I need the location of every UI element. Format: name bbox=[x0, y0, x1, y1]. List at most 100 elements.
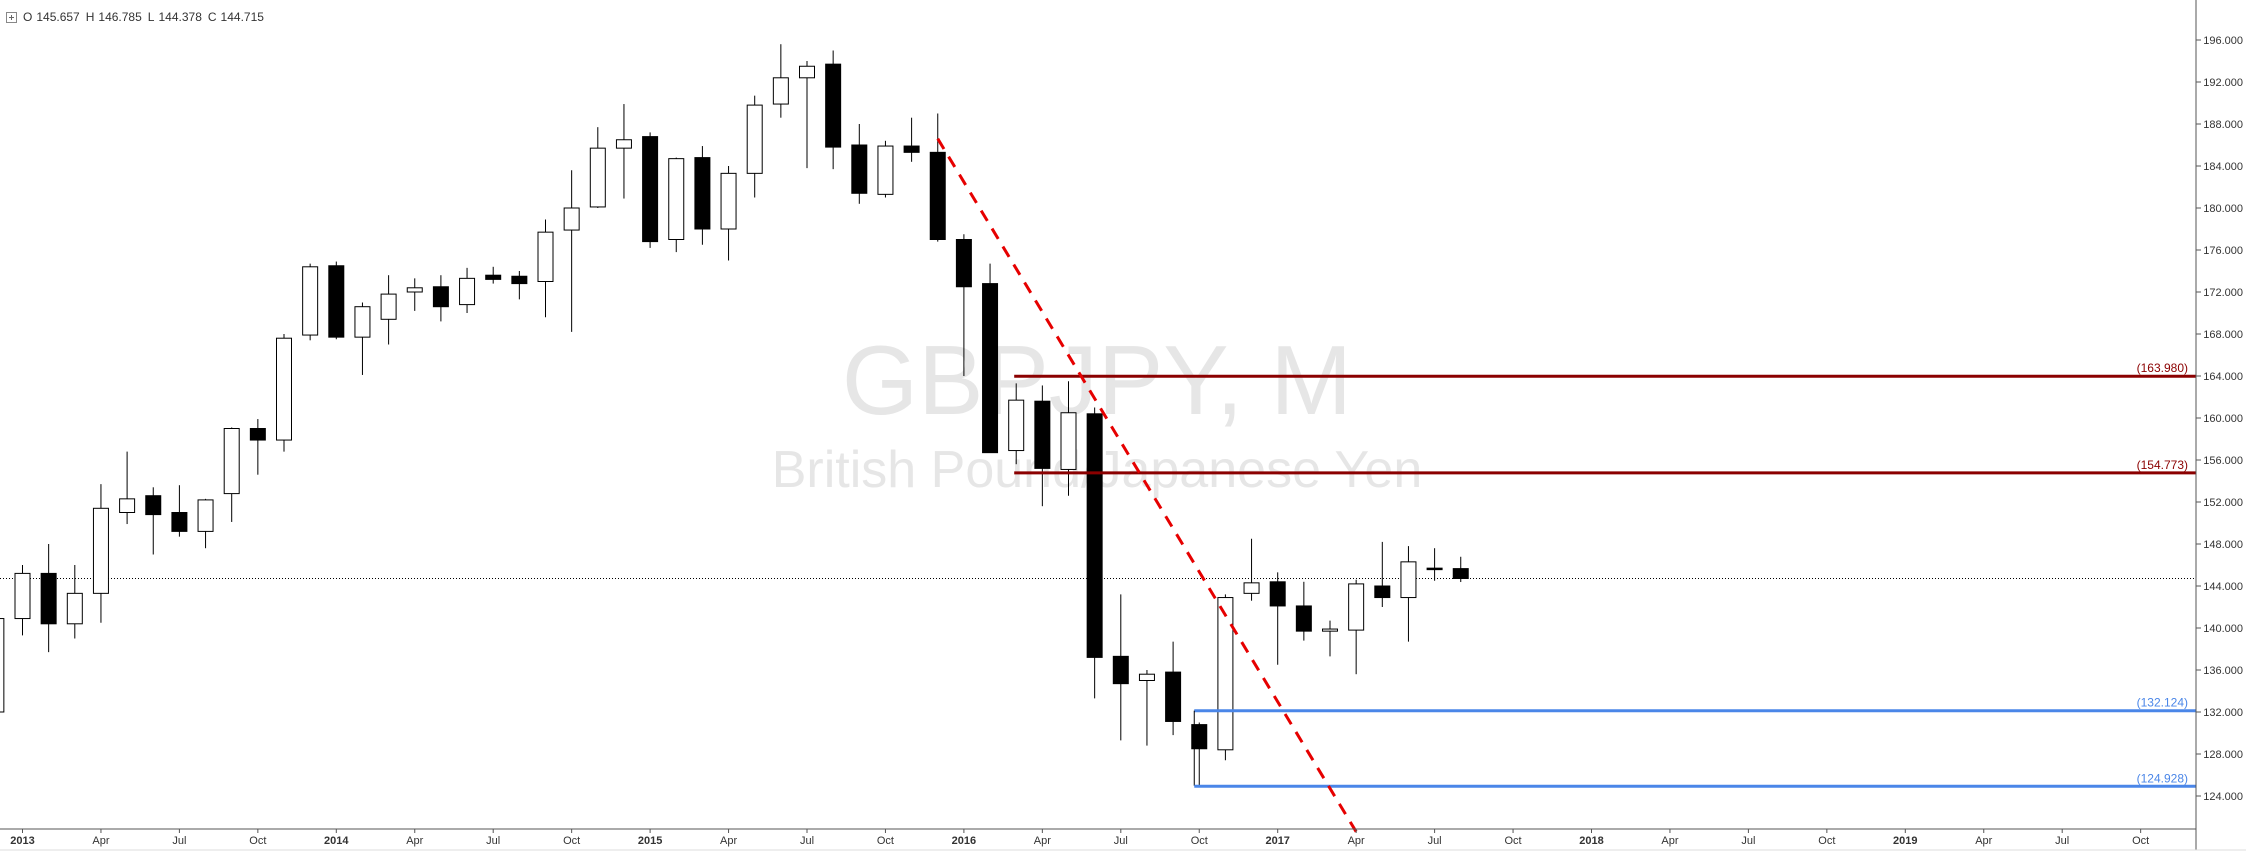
candle-body bbox=[1034, 400, 1051, 469]
candle-body bbox=[66, 592, 83, 625]
resistance-level-label: (163.980) bbox=[2137, 361, 2188, 375]
expand-legend-icon[interactable] bbox=[6, 11, 17, 23]
price-scale-background[interactable] bbox=[2196, 0, 2246, 854]
y-tick-label: 152.000 bbox=[2203, 497, 2243, 509]
y-tick-label: 160.000 bbox=[2203, 413, 2243, 425]
x-tick-label: Jul bbox=[2055, 835, 2069, 847]
candle-body bbox=[1348, 583, 1365, 631]
candle bbox=[66, 565, 83, 639]
candle-body bbox=[799, 65, 815, 79]
x-tick-label: 2016 bbox=[952, 835, 976, 847]
candle bbox=[903, 117, 920, 162]
x-tick-label: Apr bbox=[92, 835, 109, 847]
candle-body bbox=[1400, 561, 1417, 599]
candle bbox=[1191, 722, 1208, 787]
y-tick-label: 196.000 bbox=[2203, 35, 2243, 47]
candle-body bbox=[1191, 724, 1208, 750]
x-tick-label: Apr bbox=[406, 835, 423, 847]
candle bbox=[877, 140, 894, 198]
candle-body bbox=[694, 157, 711, 230]
resistance-level-label: (154.773) bbox=[2137, 458, 2188, 472]
candle-body bbox=[746, 104, 763, 174]
candle bbox=[432, 275, 449, 322]
candle-body bbox=[485, 274, 502, 280]
candle bbox=[1322, 620, 1338, 657]
y-tick-label: 188.000 bbox=[2203, 119, 2243, 131]
candle bbox=[1165, 641, 1182, 736]
x-tick-label: Apr bbox=[1034, 835, 1051, 847]
y-tick-label: 176.000 bbox=[2203, 245, 2243, 257]
y-tick-label: 124.000 bbox=[2203, 791, 2243, 803]
candle bbox=[1348, 579, 1365, 675]
candle bbox=[1243, 538, 1260, 601]
low-value: L 144.378 bbox=[147, 10, 202, 24]
candle-body bbox=[615, 139, 632, 149]
candle bbox=[668, 157, 685, 253]
candle-body bbox=[119, 498, 136, 514]
candle-body bbox=[459, 277, 476, 306]
candle-body bbox=[1060, 412, 1077, 470]
candle-body bbox=[40, 572, 57, 625]
x-tick-label: Oct bbox=[1818, 835, 1835, 847]
candle-body bbox=[1374, 585, 1391, 599]
candle-body bbox=[1165, 671, 1182, 722]
candle-body bbox=[1217, 597, 1234, 751]
ohlc-legend: O 145.657 H 146.785 L 144.378 C 144.715 bbox=[6, 10, 264, 24]
candle bbox=[851, 124, 868, 204]
candle-body bbox=[903, 145, 920, 153]
candle bbox=[589, 127, 606, 208]
candle bbox=[1400, 546, 1417, 642]
candle-body bbox=[145, 495, 162, 516]
candle bbox=[1086, 407, 1103, 699]
candle bbox=[746, 95, 763, 198]
candle bbox=[1452, 556, 1469, 583]
candle bbox=[1295, 581, 1312, 641]
candle-body bbox=[249, 428, 266, 441]
y-tick-label: 148.000 bbox=[2203, 539, 2243, 551]
trendline-group bbox=[936, 137, 1358, 833]
y-tick-label: 180.000 bbox=[2203, 203, 2243, 215]
candle bbox=[1374, 541, 1391, 607]
candle-body bbox=[14, 572, 31, 620]
y-tick-label: 144.000 bbox=[2203, 581, 2243, 593]
candle bbox=[929, 113, 946, 242]
x-tick-label: Oct bbox=[249, 835, 266, 847]
candle bbox=[955, 234, 972, 376]
x-tick-label: 2013 bbox=[10, 835, 34, 847]
candle bbox=[302, 263, 319, 341]
x-tick-label: 2014 bbox=[324, 835, 349, 847]
x-tick-label: Apr bbox=[1661, 835, 1678, 847]
candle-body bbox=[772, 77, 789, 105]
candle bbox=[119, 451, 136, 525]
x-tick-label: Jul bbox=[800, 835, 814, 847]
y-tick-label: 168.000 bbox=[2203, 329, 2243, 341]
horizontal-levels: (163.980) (154.773) (132.124) (124.928) bbox=[1014, 361, 2196, 788]
candle bbox=[40, 544, 57, 653]
high-value: H 146.785 bbox=[85, 10, 142, 24]
candle bbox=[197, 498, 214, 549]
x-tick-label: Jul bbox=[486, 835, 500, 847]
candle bbox=[1034, 385, 1051, 507]
candle bbox=[563, 170, 580, 332]
candle-body bbox=[1138, 673, 1155, 682]
candle bbox=[328, 261, 345, 340]
x-tick-labels[interactable]: 2013 Apr Jul Oct 2014 Apr Jul Oct 2015 Apr Jul Oct 2… bbox=[10, 829, 2149, 847]
candle bbox=[1112, 594, 1129, 741]
candle bbox=[982, 263, 999, 454]
y-tick-label: 136.000 bbox=[2203, 665, 2243, 677]
candle bbox=[1217, 594, 1234, 761]
x-tick-label: Oct bbox=[563, 835, 580, 847]
candle bbox=[537, 219, 554, 318]
x-tick-label: Oct bbox=[1504, 835, 1521, 847]
candle bbox=[276, 334, 292, 452]
candle-body bbox=[380, 293, 397, 320]
candle-body bbox=[877, 145, 894, 195]
y-tick-label: 172.000 bbox=[2203, 287, 2243, 299]
candle-body bbox=[1086, 413, 1103, 658]
candle bbox=[825, 50, 842, 170]
candle-body bbox=[1452, 568, 1469, 579]
x-tick-label: Jul bbox=[1114, 835, 1128, 847]
